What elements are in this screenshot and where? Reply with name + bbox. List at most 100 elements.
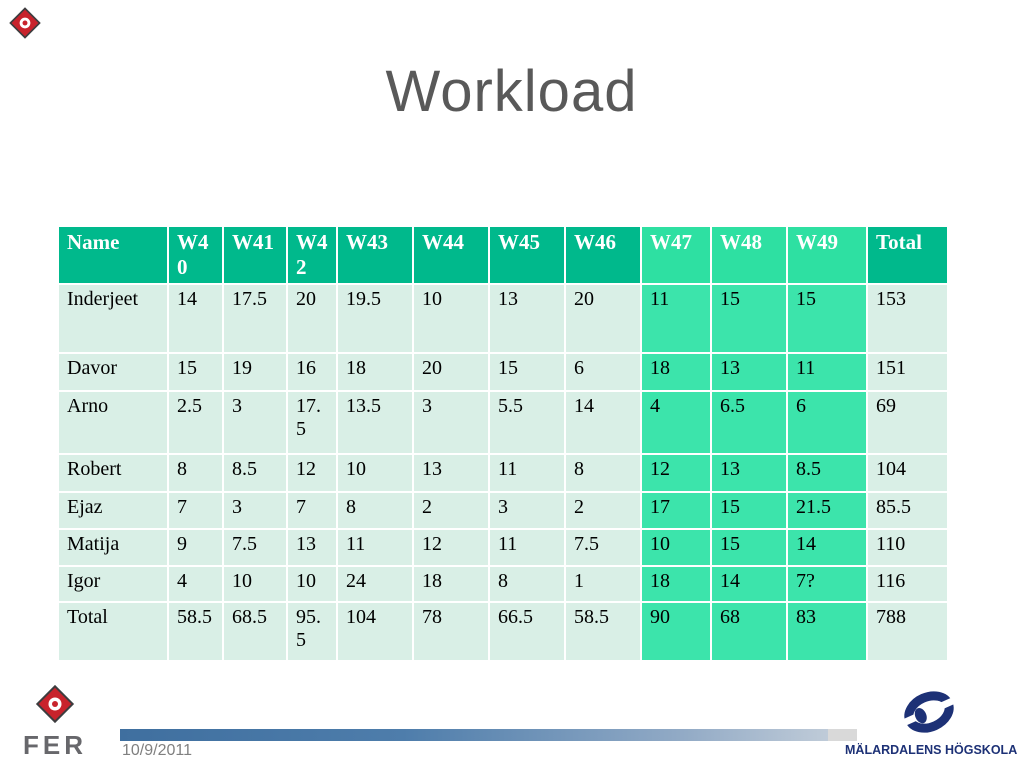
cell: 104	[336, 601, 414, 662]
cell: 13	[286, 528, 338, 567]
table-row-total: Total 58.5 68.5 95.5 104 78 66.5 58.5 90 68 83 788	[57, 601, 949, 662]
cell: 18	[336, 352, 414, 392]
cell: 8	[167, 453, 224, 493]
cell: 13.5	[336, 390, 414, 455]
cell: 13	[710, 453, 788, 493]
cell: 68.5	[222, 601, 288, 662]
cell: 12	[286, 453, 338, 493]
cell: 7.5	[564, 528, 642, 567]
cell: 11	[640, 283, 712, 354]
cell: 11	[488, 453, 566, 493]
column-header-w41: W41	[222, 225, 288, 285]
cell: 20	[286, 283, 338, 354]
cell: 16	[286, 352, 338, 392]
cell: 20	[412, 352, 490, 392]
column-header-w42: W42	[286, 225, 338, 285]
cell: 11	[336, 528, 414, 567]
cell: 2	[564, 491, 642, 530]
cell: 12	[412, 528, 490, 567]
cell: 14	[167, 283, 224, 354]
cell: 3	[488, 491, 566, 530]
cell: 15	[710, 528, 788, 567]
cell: 116	[866, 565, 949, 603]
cell: 4	[167, 565, 224, 603]
column-header-w45: W45	[488, 225, 566, 285]
cell: 69	[866, 390, 949, 455]
cell: 15	[710, 283, 788, 354]
cell: 110	[866, 528, 949, 567]
cell: 9	[167, 528, 224, 567]
cell: 78	[412, 601, 490, 662]
cell: 10	[412, 283, 490, 354]
row-label: Robert	[57, 453, 169, 493]
cell: 14	[564, 390, 642, 455]
cell: 85.5	[866, 491, 949, 530]
column-header-w47: W47	[640, 225, 712, 285]
cell: 8	[488, 565, 566, 603]
cell: 5.5	[488, 390, 566, 455]
row-label: Inderjeet	[57, 283, 169, 354]
cell: 21.5	[786, 491, 868, 530]
table-row-arno: Arno 2.5 3 17.5 13.5 3 5.5 14 4 6.5 6 69	[57, 390, 949, 455]
cell: 3	[222, 491, 288, 530]
cell: 11	[488, 528, 566, 567]
cell: 17	[640, 491, 712, 530]
fer-emblem-icon	[9, 7, 41, 39]
cell: 24	[336, 565, 414, 603]
cell: 10	[640, 528, 712, 567]
row-label: Davor	[57, 352, 169, 392]
column-header-w48: W48	[710, 225, 788, 285]
cell: 17.5	[222, 283, 288, 354]
table-row-davor: Davor 15 19 16 18 20 15 6 18 13 11 151	[57, 352, 949, 392]
cell: 19	[222, 352, 288, 392]
cell: 7	[167, 491, 224, 530]
cell: 20	[564, 283, 642, 354]
table-body: Inderjeet 14 17.5 20 19.5 10 13 20 11 15 15 153 Davo…	[57, 283, 949, 662]
cell: 66.5	[488, 601, 566, 662]
cell: 83	[786, 601, 868, 662]
cell: 11	[786, 352, 868, 392]
column-header-w44: W44	[412, 225, 490, 285]
cell: 68	[710, 601, 788, 662]
cell: 12	[640, 453, 712, 493]
row-label: Total	[57, 601, 169, 662]
cell: 6	[564, 352, 642, 392]
cell: 14	[786, 528, 868, 567]
mdh-logo-text: MÄLARDALENS HÖGSKOLA	[845, 743, 1018, 757]
cell: 7	[286, 491, 338, 530]
cell: 10	[222, 565, 288, 603]
fer-corner-logo	[6, 4, 44, 47]
cell: 104	[866, 453, 949, 493]
cell: 6	[786, 390, 868, 455]
column-header-name: Name	[57, 225, 169, 285]
column-header-w43: W43	[336, 225, 414, 285]
cell: 3	[222, 390, 288, 455]
row-label: Ejaz	[57, 491, 169, 530]
cell: 15	[786, 283, 868, 354]
cell: 8	[564, 453, 642, 493]
cell: 14	[710, 565, 788, 603]
table-row-matija: Matija 9 7.5 13 11 12 11 7.5 10 15 14 110	[57, 528, 949, 567]
cell: 18	[640, 565, 712, 603]
footer-progress-bar	[120, 729, 857, 741]
cell: 2.5	[167, 390, 224, 455]
cell: 58.5	[564, 601, 642, 662]
table-row-igor: Igor 4 10 10 24 18 8 1 18 14 7? 116	[57, 565, 949, 603]
cell: 4	[640, 390, 712, 455]
fer-emblem-icon	[35, 684, 75, 724]
cell: 58.5	[167, 601, 224, 662]
column-header-total: Total	[866, 225, 949, 285]
table-row-ejaz: Ejaz 7 3 7 8 2 3 2 17 15 21.5 85.5	[57, 491, 949, 530]
cell: 2	[412, 491, 490, 530]
footer-progress-fill	[120, 729, 828, 741]
cell: 10	[286, 565, 338, 603]
cell: 151	[866, 352, 949, 392]
mdh-emblem-icon	[899, 691, 959, 733]
workload-table: Name W40 W41 W42 W43 W44 W45 W46 W47 W48 W49 Total …	[57, 225, 949, 662]
cell: 15	[167, 352, 224, 392]
cell: 7.5	[222, 528, 288, 567]
mdh-logo: MÄLARDALENS HÖGSKOLA	[845, 687, 1018, 757]
slide-title: Workload	[385, 59, 638, 124]
table-row-robert: Robert 8 8.5 12 10 13 11 8 12 13 8.5 104	[57, 453, 949, 493]
